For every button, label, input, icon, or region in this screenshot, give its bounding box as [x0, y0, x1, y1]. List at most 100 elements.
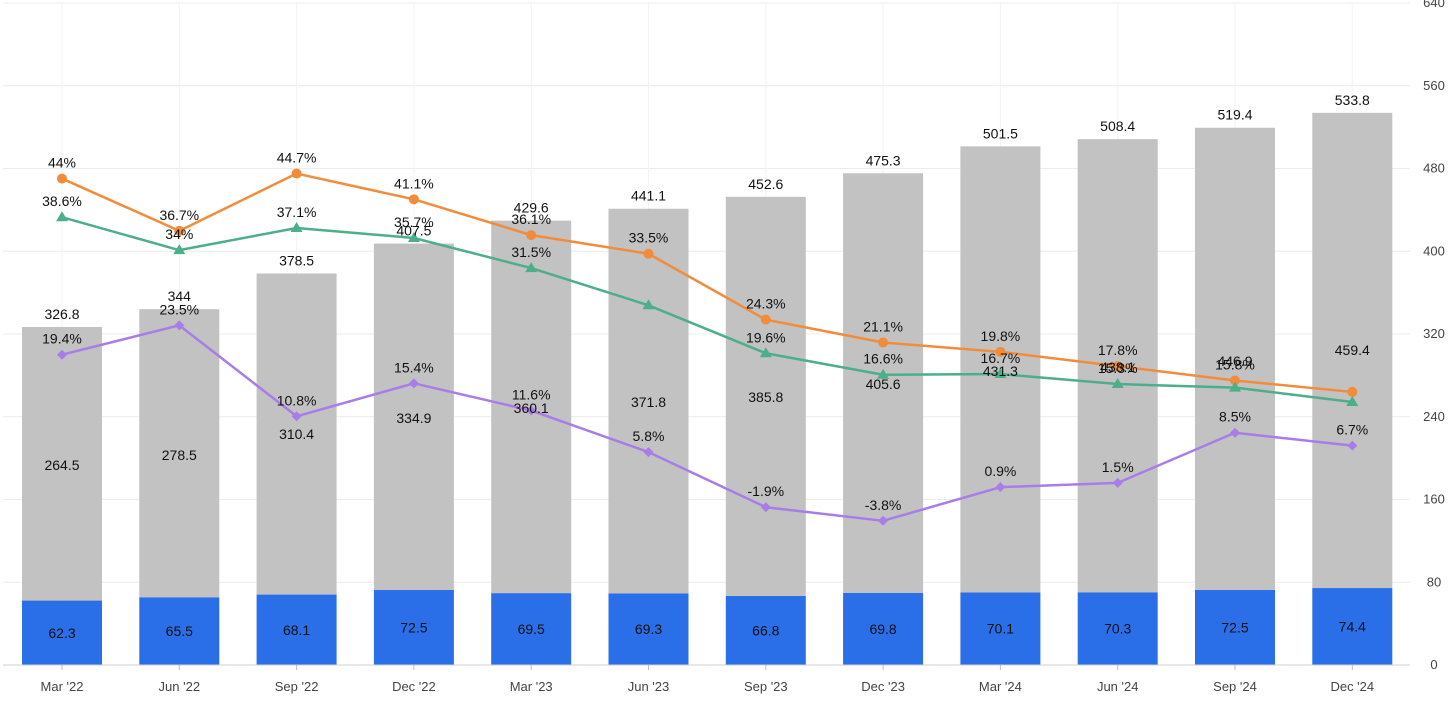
total-value-label: 452.6: [748, 176, 783, 192]
base-value-label: 70.3: [1104, 621, 1131, 637]
total-value-label: 326.8: [44, 306, 79, 322]
bar-segment-base: [960, 592, 1041, 665]
remainder-value-label: 446.9: [1217, 353, 1252, 369]
point-orange: [57, 173, 67, 184]
point-orange: [1347, 386, 1358, 397]
line-label-purple: 1.5%: [1102, 459, 1134, 475]
x-tick-label: Mar '23: [510, 679, 553, 694]
line-label-purple: 23.5%: [159, 301, 199, 317]
point-green: [1111, 378, 1124, 389]
line-green: [61, 216, 1353, 404]
point-green: [173, 244, 186, 255]
stacked-bars: [22, 112, 1393, 665]
x-tick-label: Jun '22: [159, 679, 201, 694]
total-value-label: 378.5: [279, 252, 314, 268]
remainder-value-label: 371.8: [631, 394, 666, 410]
total-value-label: 533.8: [1335, 92, 1370, 108]
point-orange: [995, 346, 1006, 357]
line-label-green: 38.6%: [42, 193, 82, 209]
point-purple: [57, 349, 67, 360]
point-green: [759, 347, 772, 358]
bar-segment-remainder: [139, 309, 220, 598]
line-label-green: 34%: [165, 226, 193, 242]
axes: 0 80 160 240 320 400 480 560 640 Mar '22 Jun '22 Se…: [3, 0, 1445, 694]
x-tick-label: Sep '24: [1213, 679, 1257, 694]
y-tick-label: 400: [1423, 243, 1445, 258]
line-label-purple: 5.8%: [633, 428, 665, 444]
remainder-value-label: 459.4: [1335, 342, 1370, 358]
bar-segment-remainder: [608, 208, 689, 594]
point-purple: [878, 515, 889, 526]
bar-segment-base: [22, 600, 102, 665]
line-label-orange: 33.5%: [629, 230, 669, 246]
base-value-label: 69.5: [518, 621, 545, 637]
total-value-label: 508.4: [1100, 118, 1135, 134]
point-purple: [760, 502, 771, 513]
bar-segment-remainder: [725, 196, 806, 596]
line-label-orange: 19.8%: [981, 328, 1021, 344]
line-label-orange: 36.1%: [511, 211, 551, 227]
total-value-label: 519.4: [1217, 107, 1252, 123]
line-label-purple: -3.8%: [865, 497, 902, 513]
point-green: [994, 368, 1007, 379]
data-labels: 62.3 65.5 68.1 72.5 69.5 69.3 66.8 69.8 70.1 70.3…: [42, 92, 1370, 641]
line-label-orange: 17.8%: [1098, 342, 1138, 358]
remainder-value-label: 278.5: [162, 447, 197, 463]
point-purple: [291, 411, 302, 422]
line-label-green: 16.7%: [981, 350, 1021, 366]
line-label-purple: 19.4%: [42, 331, 82, 347]
point-green: [56, 211, 68, 222]
point-purple: [408, 378, 419, 389]
bar-segment-remainder: [1195, 127, 1275, 591]
x-tick-label: Mar '24: [979, 679, 1022, 694]
x-tick-label: Mar '22: [41, 679, 84, 694]
line-label-orange: 21.1%: [863, 319, 903, 335]
line-label-green: 15.3%: [1098, 360, 1138, 376]
line-label-orange: 15.8%: [1215, 356, 1255, 372]
y-tick-label: 480: [1423, 161, 1445, 176]
bar-segment-base: [1077, 592, 1158, 665]
line-label-purple: -1.9%: [748, 483, 785, 499]
line-label-orange: 36.7%: [159, 207, 199, 223]
line-label-purple: 10.8%: [277, 392, 317, 408]
line-orange: [61, 172, 1353, 394]
line-label-purple: 15.4%: [394, 359, 434, 375]
total-value-label: 501.5: [983, 125, 1018, 141]
point-orange: [174, 225, 185, 236]
line-label-green: 37.1%: [277, 204, 317, 220]
line-label-orange: 24.3%: [746, 296, 786, 312]
base-value-label: 69.8: [869, 621, 896, 637]
total-value-label: 441.1: [631, 188, 666, 204]
bar-segment-base: [843, 592, 924, 665]
point-orange: [643, 248, 654, 259]
bar-segment-base: [1195, 590, 1275, 665]
point-purple: [643, 447, 654, 458]
total-value-label: 475.3: [866, 152, 901, 168]
line-label-purple: 0.9%: [984, 463, 1016, 479]
base-value-label: 66.8: [752, 622, 779, 638]
point-orange: [1112, 361, 1123, 372]
x-tick-label: Dec '22: [392, 679, 436, 694]
bar-segment-remainder: [373, 243, 454, 591]
point-green: [1346, 395, 1359, 406]
point-orange: [1230, 375, 1240, 386]
base-value-label: 70.1: [987, 621, 1014, 637]
x-tick-label: Jun '24: [1097, 679, 1139, 694]
point-purple: [1347, 440, 1358, 451]
y-tick-label: 0: [1430, 657, 1437, 672]
y-tick-label: 240: [1423, 409, 1445, 424]
point-orange: [291, 168, 302, 179]
point-green: [1229, 381, 1241, 392]
remainder-value-label: 310.4: [279, 426, 314, 442]
remainder-value-label: 360.1: [514, 400, 549, 416]
remainder-value-label: 438.1: [1100, 359, 1135, 375]
remainder-value-label: 431.3: [983, 363, 1018, 379]
x-tick-label: Dec '23: [861, 679, 905, 694]
total-value-label: 344: [168, 288, 192, 304]
total-value-label: 407.5: [396, 222, 431, 238]
line-label-purple: 6.7%: [1336, 422, 1368, 438]
bar-segment-base: [608, 593, 689, 665]
total-value-label: 429.6: [514, 200, 549, 216]
base-value-label: 69.3: [635, 621, 662, 637]
